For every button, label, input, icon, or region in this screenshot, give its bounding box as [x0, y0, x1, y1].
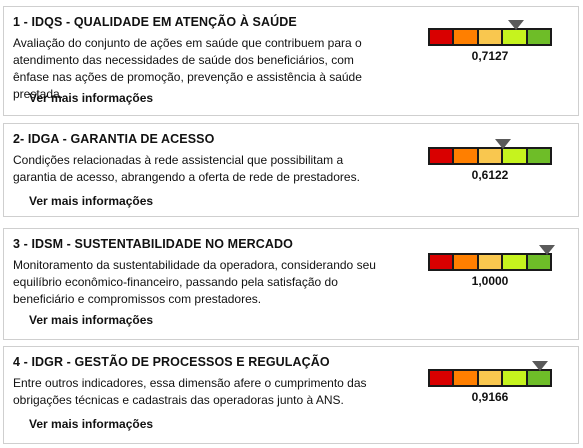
gauge-segment-lime	[503, 255, 526, 269]
gauge-pointer-icon	[495, 139, 512, 149]
indicator-card-idqs: 1 - IDQS - QUALIDADE EM ATENÇÃO À SAÚDE …	[3, 6, 579, 116]
gauge-segment-red	[430, 30, 453, 44]
gauge-bar	[428, 253, 552, 271]
gauge-segment-yellow	[478, 371, 502, 385]
card-description: Monitoramento da sustentabilidade da ope…	[13, 258, 376, 306]
card-title: 2- IDGA - GARANTIA DE ACESSO	[13, 132, 215, 146]
gauge-segment-orange	[454, 255, 477, 269]
card-description: Entre outros indicadores, essa dimensão …	[13, 376, 367, 407]
gauge-bar	[428, 28, 552, 46]
gauge-segment-orange	[454, 149, 477, 163]
gauge-value: 0,6122	[471, 168, 509, 182]
score-gauge: 0,9166	[428, 361, 552, 409]
indicator-card-idga: 2- IDGA - GARANTIA DE ACESSO Condições r…	[3, 123, 579, 217]
gauge-segment-lime	[503, 30, 526, 44]
card-title: 4 - IDGR - GESTÃO DE PROCESSOS E REGULAÇ…	[13, 355, 330, 369]
gauge-segment-green	[527, 255, 551, 269]
gauge-pointer-icon	[531, 361, 548, 371]
gauge-value: 0,7127	[471, 49, 509, 63]
gauge-bar	[428, 147, 552, 165]
gauge-value: 0,9166	[471, 390, 509, 404]
card-description: Condições relacionadas à rede assistenci…	[13, 153, 360, 184]
indicator-card-idgr: 4 - IDGR - GESTÃO DE PROCESSOS E REGULAÇ…	[3, 346, 579, 444]
gauge-segment-green	[527, 149, 551, 163]
gauge-segment-orange	[454, 371, 477, 385]
gauge-segment-yellow	[478, 149, 502, 163]
gauge-segment-green	[527, 371, 551, 385]
score-gauge: 1,0000	[428, 245, 555, 293]
more-info-link[interactable]: Ver mais informações	[29, 194, 154, 208]
gauge-pointer-icon	[507, 20, 524, 30]
gauge-segment-orange	[454, 30, 477, 44]
gauge-segment-green	[527, 30, 551, 44]
indicator-card-idsm: 3 - IDSM - SUSTENTABILIDADE NO MERCADO M…	[3, 228, 579, 340]
card-description: Avaliação do conjunto de ações em saúde …	[13, 36, 362, 101]
card-title: 3 - IDSM - SUSTENTABILIDADE NO MERCADO	[13, 237, 293, 251]
gauge-pointer-icon	[539, 245, 555, 255]
score-gauge: 0,7127	[428, 20, 552, 68]
gauge-bar	[428, 369, 552, 387]
gauge-segment-lime	[503, 371, 526, 385]
more-info-link[interactable]: Ver mais informações	[29, 313, 154, 327]
gauge-segment-red	[430, 255, 453, 269]
gauge-segment-lime	[503, 149, 526, 163]
gauge-segment-yellow	[478, 30, 502, 44]
score-gauge: 0,6122	[428, 139, 552, 187]
card-title: 1 - IDQS - QUALIDADE EM ATENÇÃO À SAÚDE	[13, 15, 297, 29]
gauge-segment-yellow	[478, 255, 502, 269]
gauge-segment-red	[430, 149, 453, 163]
more-info-link[interactable]: Ver mais informações	[29, 91, 154, 105]
more-info-link[interactable]: Ver mais informações	[29, 417, 154, 431]
gauge-segment-red	[430, 371, 453, 385]
gauge-value: 1,0000	[471, 274, 509, 288]
